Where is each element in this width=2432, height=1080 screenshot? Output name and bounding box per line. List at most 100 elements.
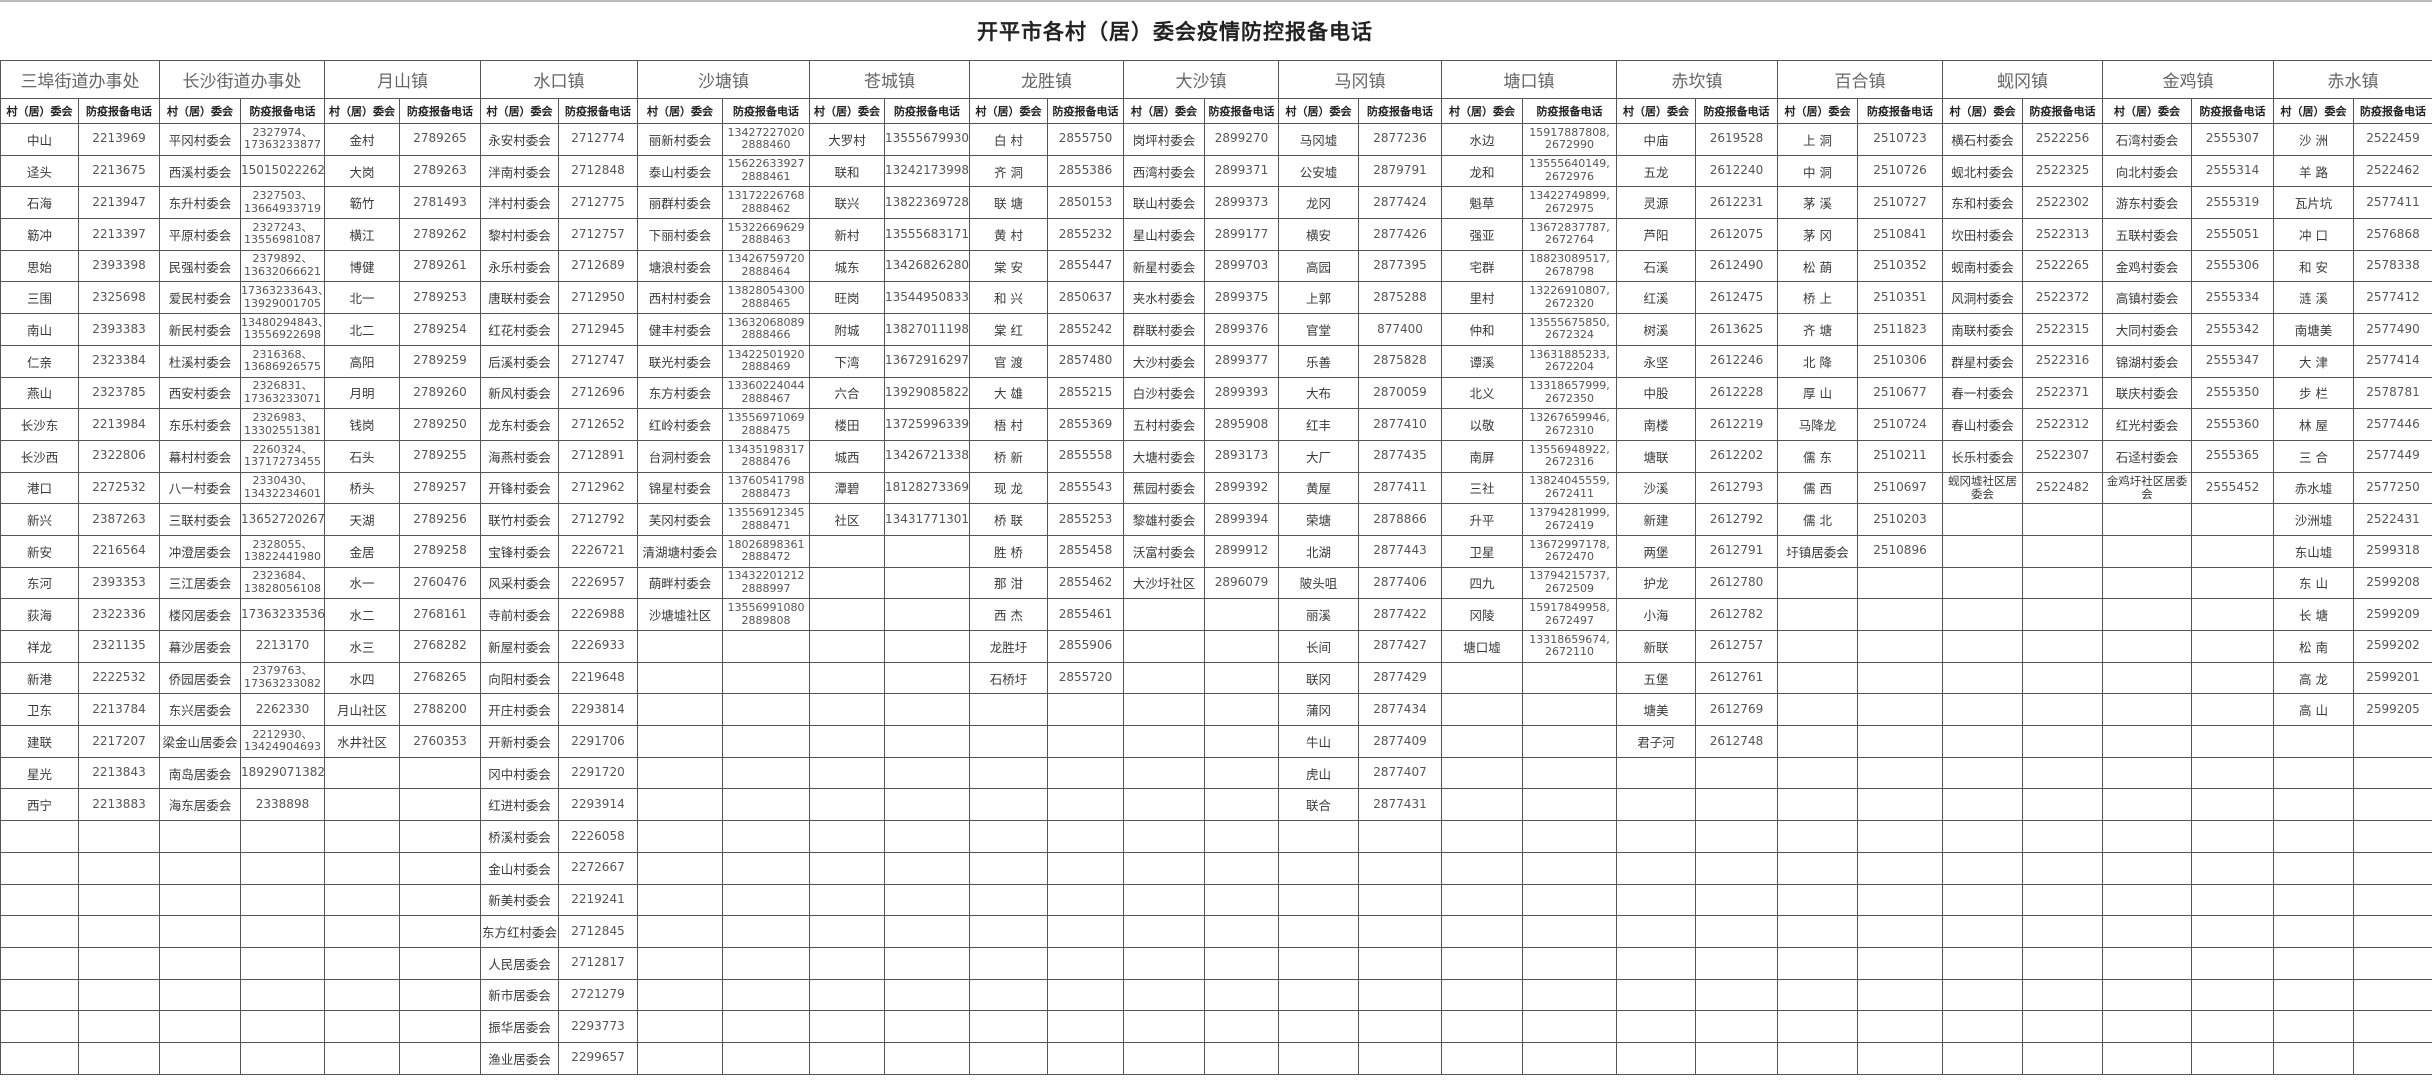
town-header: 赤水镇 [2273,60,2432,99]
committee-name: 南塘美 [2273,313,2354,346]
phone-number: 2855462 [1047,566,1124,600]
committee-column-header: 村（居）委会 [637,98,723,124]
committee-name: 五堡 [1616,661,1696,695]
phone-number: 15917887808, 2672990 [1522,123,1617,156]
committee-name [0,978,79,1012]
phone-number [2191,661,2274,695]
phone-number: 2712891 [558,439,638,473]
committee-name [1441,661,1523,695]
phone-number: 2326983、 13302551381 [240,408,325,441]
committee-name: 松 南 [2273,630,2354,663]
committee-name: 芙冈村委会 [637,503,723,536]
committee-name [1942,566,2023,600]
committee-name: 公安墟 [1278,154,1359,188]
phone-number: 2226933 [558,630,638,663]
phone-number: 2612475 [1695,281,1778,315]
committee-column-header: 村（居）委会 [1441,98,1523,124]
committee-name: 爱民村委会 [159,281,241,315]
phone-number: 13426721338 [884,439,970,473]
phone-number: 17363233536 [240,598,325,631]
phone-number: 2612490 [1695,249,1778,283]
committee-name: 水一 [324,566,400,600]
phone-number: 13426826280 [884,249,970,283]
phone-number: 2877407 [1358,756,1442,790]
phone-number [2191,1041,2274,1075]
phone-number [884,788,970,822]
committee-name: 东方村委会 [637,376,723,410]
phone-number [2353,1010,2432,1043]
phone-number [1857,693,1943,727]
committee-name: 黎村村委会 [480,218,559,251]
column-header-row: 村（居）委会 防疫报备电话 村（居）委会 防疫报备电话 村（居）委会 防疫报备电话 村（居）… [0,98,2432,124]
committee-name: 五龙 [1616,154,1696,188]
phone-number: 15917849958, 2672497 [1522,598,1617,631]
phone-number [2191,820,2274,853]
table-row: 东河 2393353 三江居委会 2323684、 13828056108 水一 2760… [0,566,2432,600]
committee-name [809,598,885,631]
committee-name: 新安 [0,534,79,568]
phone-number [884,1041,970,1075]
committee-name [809,566,885,600]
committee-name: 现 龙 [969,471,1048,505]
phone-column-header: 防疫报备电话 [240,98,325,124]
committee-name: 石迳村委会 [2102,439,2192,473]
phone-number: 2522459 [2353,123,2432,156]
phone-number [1358,883,1442,917]
committee-name: 沃富村委会 [1123,534,1205,568]
phone-number: 2712950 [558,281,638,315]
phone-number: 13794281999, 2672419 [1522,503,1617,536]
phone-number: 2855750 [1047,123,1124,156]
phone-number [1204,1041,1279,1075]
committee-name: 长间 [1278,630,1359,663]
phone-number: 13631885233, 2672204 [1522,344,1617,378]
committee-name [637,1010,723,1043]
committee-name: 风采村委会 [480,566,559,600]
committee-name: 金鸡村委会 [2102,249,2192,283]
phone-number [1204,693,1279,727]
committee-name [809,630,885,663]
phone-number: 2878866 [1358,503,1442,536]
phone-number: 2850153 [1047,186,1124,220]
committee-name: 长沙东 [0,408,79,441]
committee-name: 沙溪 [1616,471,1696,505]
phone-number: 2510724 [1857,408,1943,441]
phone-number: 2877411 [1358,471,1442,505]
phone-number [1695,756,1778,790]
table-row: 中山 2213969 平冈村委会 2327974、 17363233877 金村 2789… [0,123,2432,156]
phone-number: 13480294843、 13556922698 [240,313,325,346]
phone-number: 2522302 [2022,186,2103,220]
phone-number [722,1010,810,1043]
phone-number: 2879791 [1358,154,1442,188]
committee-name: 羊 路 [2273,154,2354,188]
phone-number [722,630,810,663]
committee-name [1441,725,1523,758]
phone-number: 2712652 [558,408,638,441]
phone-number: 13672916297 [884,344,970,378]
phone-number: 2612228 [1695,376,1778,410]
committee-name: 黄 村 [969,218,1048,251]
committee-name [1777,788,1858,822]
phone-number [2022,851,2103,885]
committee-name: 中庙 [1616,123,1696,156]
phone-number: 2219241 [558,883,638,917]
phone-number: 2899394 [1204,503,1279,536]
phone-column-header: 防疫报备电话 [1857,98,1943,124]
committee-name [1278,883,1359,917]
phone-number [1204,630,1279,663]
phone-column-header: 防疫报备电话 [2353,98,2432,124]
phone-number: 2510306 [1857,344,1943,378]
phone-number: 13435198317 2888476 [722,439,810,473]
phone-number: 2612769 [1695,693,1778,727]
committee-name [1616,820,1696,853]
committee-column-header: 村（居）委会 [0,98,79,124]
phone-number [1857,661,1943,695]
table-row: 思始 2393398 民强村委会 2379892、 13632066621 博健 2789… [0,249,2432,283]
committee-name: 桥 新 [969,439,1048,473]
phone-number [1522,978,1617,1012]
phone-number [1857,883,1943,917]
table-row: 新港 2222532 侨园居委会 2379763、 17363233082 水四 2768… [0,661,2432,695]
committee-name: 荻海 [0,598,79,631]
committee-name [809,915,885,948]
committee-name: 南岛居委会 [159,756,241,790]
committee-column-header: 村（居）委会 [1942,98,2023,124]
